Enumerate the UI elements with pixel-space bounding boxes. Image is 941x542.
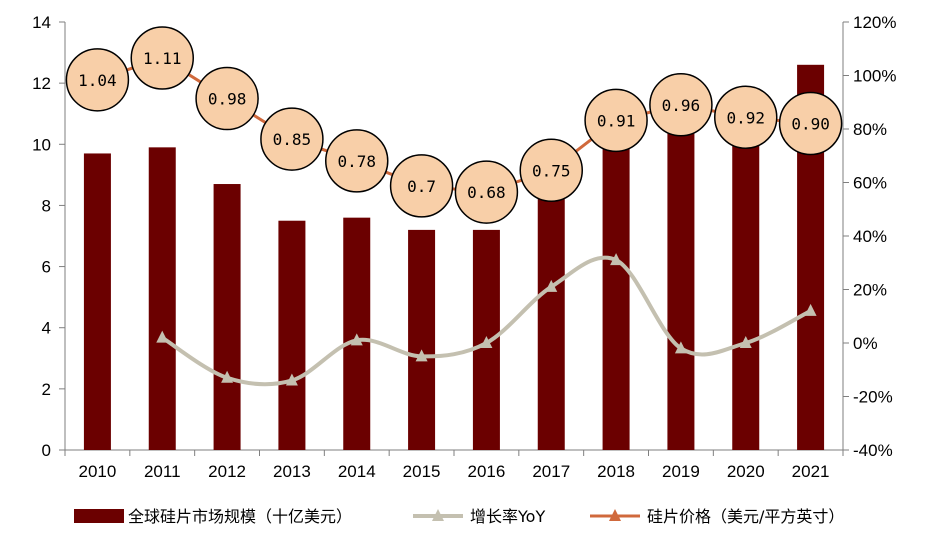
price-bubble: [260, 107, 324, 171]
bar: [537, 184, 565, 450]
growth-marker: [350, 333, 363, 346]
price-label: 0.92: [726, 108, 765, 127]
price-bubble: [584, 88, 648, 153]
price-label: 0.78: [337, 152, 376, 171]
price-label: 0.68: [467, 183, 506, 202]
growth-marker: [480, 336, 493, 348]
price-bubble: [130, 26, 194, 90]
growth-marker: [545, 279, 558, 292]
left-tick-label: 12: [32, 74, 51, 93]
price-label: 0.90: [791, 114, 830, 133]
price-bubble: [778, 91, 843, 156]
x-tick-label: 2015: [403, 462, 441, 481]
legend-swatch-market: [74, 509, 124, 523]
left-tick-label: 4: [42, 319, 51, 338]
legend-marker-price: [609, 509, 621, 521]
price-label: 0.85: [273, 130, 312, 149]
right-tick-label: 100%: [853, 67, 896, 86]
left-tick-label: 14: [32, 13, 51, 32]
bar: [83, 153, 111, 450]
price-label: 0.7: [407, 177, 436, 196]
price-bubble: [519, 138, 583, 203]
x-tick-label: 2016: [468, 462, 506, 481]
right-tick-label: -20%: [853, 388, 893, 407]
price-label: 1.11: [143, 49, 182, 68]
x-tick-label: 2011: [144, 462, 181, 481]
price-bubble: [649, 73, 713, 137]
right-tick-label: 40%: [853, 227, 887, 246]
growth-series: [156, 253, 817, 387]
right-tick-label: 80%: [853, 120, 887, 139]
left-tick-label: 10: [32, 135, 51, 154]
bar: [602, 101, 630, 450]
legend-marker-growth: [432, 509, 444, 521]
growth-line: [161, 255, 812, 387]
growth-marker: [285, 373, 298, 386]
left-tick-label: 0: [42, 441, 51, 460]
right-tick-label: 0%: [853, 334, 878, 353]
left-tick-label: 2: [42, 380, 51, 399]
growth-marker: [415, 349, 428, 362]
legend-label-market: 全球硅片市场规模（十亿美元）: [128, 507, 352, 526]
right-tick-label: -40%: [853, 441, 893, 460]
x-tick-label: 2010: [79, 462, 117, 481]
axes: 0 2 4 6 8 10 12 14 -40% -20% 0% 20% 40% 60% 80% 100% 120…: [32, 13, 896, 481]
bar: [278, 220, 306, 450]
price-label: 0.98: [208, 90, 247, 109]
growth-marker: [156, 330, 169, 343]
bar: [732, 107, 760, 450]
price-bubble: [195, 66, 259, 131]
x-tick-label: 2017: [532, 462, 570, 481]
x-tick-label: 2013: [273, 462, 311, 481]
price-label: 1.04: [78, 71, 117, 90]
x-tick-label: 2014: [338, 462, 376, 481]
right-tick-label: 120%: [853, 13, 896, 32]
x-tick-label: 2012: [208, 462, 246, 481]
bar: [667, 107, 695, 450]
price-bubble: [65, 48, 130, 112]
price-bubble: [454, 160, 519, 224]
growth-marker: [610, 253, 623, 266]
bar: [408, 229, 436, 450]
right-tick-label: 60%: [853, 174, 887, 193]
legend: 全球硅片市场规模（十亿美元） 增长率YoY 硅片价格（美元/平方英寸）: [74, 507, 844, 526]
growth-marker: [674, 341, 687, 354]
growth-marker: [804, 303, 817, 316]
x-tick-label: 2021: [792, 462, 830, 481]
x-tick-label: 2019: [662, 462, 700, 481]
price-label: 0.75: [532, 161, 571, 180]
legend-label-price: 硅片价格（美元/平方英寸）: [647, 507, 844, 526]
price-label: 0.96: [662, 96, 701, 115]
legend-label-growth: 增长率YoY: [470, 507, 545, 526]
x-tick-label: 2020: [727, 462, 765, 481]
left-tick-label: 6: [42, 258, 51, 277]
bar-series: [83, 64, 825, 451]
growth-marker: [739, 336, 752, 348]
bar: [148, 147, 176, 451]
x-tick-label: 2018: [597, 462, 635, 481]
price-bubble: [389, 154, 454, 218]
price-bubble: [714, 85, 778, 150]
price-bubble: [325, 129, 389, 193]
price-label: 0.91: [597, 111, 636, 130]
right-tick-label: 20%: [853, 281, 887, 300]
growth-marker: [221, 370, 234, 383]
price-series: 1.04 1.11 0.98 0.85 0.78 0.7 0.68 0.75 0.91 0.96 0…: [65, 26, 843, 224]
left-tick-label: 8: [42, 196, 51, 215]
bar: [213, 184, 241, 450]
